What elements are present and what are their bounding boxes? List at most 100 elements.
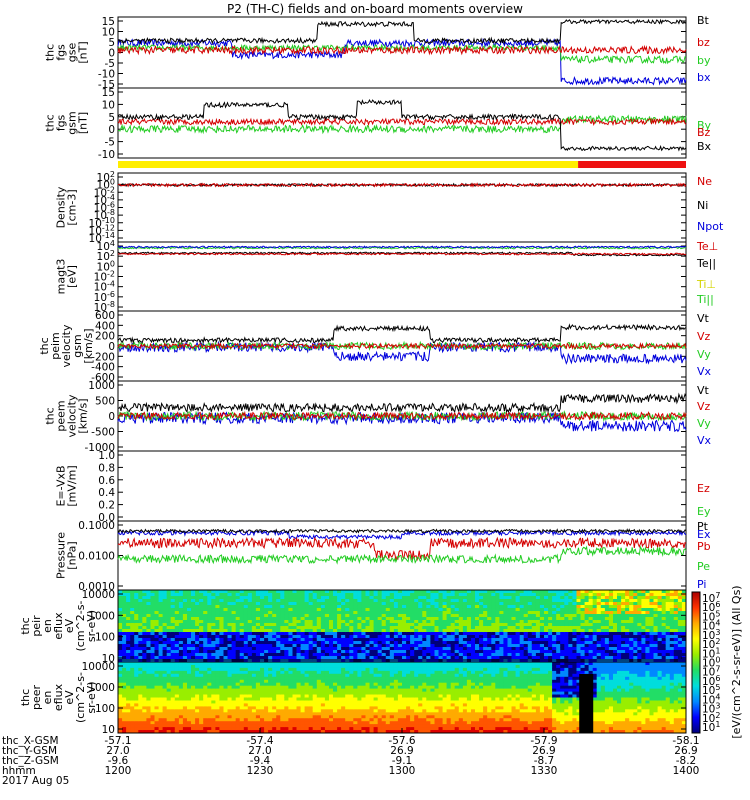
y-tick-label: 10-2 — [94, 270, 115, 284]
y-tick-label: -1000 — [84, 442, 115, 454]
colorbar-tick: 107 — [702, 591, 720, 605]
x-row-value: -9.4 — [250, 755, 271, 767]
legend-entry: Vz — [697, 400, 711, 413]
colorbar-tick: 105 — [702, 609, 720, 623]
y-tick-label: 102 — [97, 249, 115, 263]
legend-entry: Bz — [697, 126, 711, 139]
y-axis-label: en — [41, 619, 54, 633]
series-vt — [117, 323, 687, 345]
y-axis-label: Density — [55, 186, 68, 228]
y-tick-label: 10-12 — [89, 223, 115, 237]
y-tick-label: 1000 — [88, 682, 115, 694]
series-bz — [117, 44, 687, 56]
series-bt — [117, 18, 687, 45]
y-tick-label: 1.0 — [98, 450, 115, 462]
y-tick-label: 0 — [108, 124, 115, 136]
y-tick-label: 15 — [102, 87, 115, 99]
y-axis-label: thc — [44, 114, 57, 131]
panel-frame — [117, 450, 687, 522]
colorbar-tick: 102 — [702, 637, 720, 651]
panel-frame — [117, 87, 687, 159]
x-row-value: 1200 — [105, 765, 132, 777]
y-tick-label: 100 — [95, 703, 115, 715]
x-row-value: 26.9 — [532, 745, 555, 757]
y-tick-label: 0.0010 — [78, 581, 115, 593]
spectrogram-peer_spec — [118, 662, 687, 734]
legend-entry: By — [697, 119, 712, 132]
panel-frame — [117, 172, 687, 243]
series-te-perp — [117, 252, 687, 256]
y-axis-label: thc — [19, 617, 32, 634]
legend-entry: Ti|| — [696, 293, 714, 306]
y-axis-label: thc — [44, 407, 57, 424]
y-tick-label: 10-6 — [94, 290, 115, 304]
legend-entry: Te|| — [696, 257, 716, 270]
y-tick-label: 0.1000 — [78, 520, 115, 532]
y-tick-label: 0.0 — [98, 512, 115, 524]
series-by — [117, 114, 687, 135]
y-axis-label: [km/s] — [82, 328, 95, 363]
y-tick-label: 5 — [108, 112, 115, 124]
y-axis-label: gsm — [66, 111, 79, 134]
y-tick-label: 10-4 — [94, 193, 115, 207]
legend-entry: Te⊥ — [696, 240, 718, 253]
colorbar-tick: 104 — [702, 692, 720, 706]
y-tick-label: 100 — [97, 178, 115, 192]
y-axis-label: (cm^2-s- — [74, 672, 87, 723]
legend-entry: Vt — [697, 312, 710, 325]
y-tick-label: 0 — [108, 341, 115, 353]
legend-entry: Vy — [697, 417, 711, 430]
y-tick-label: 10000 — [82, 589, 115, 601]
y-axis-label: en — [41, 691, 54, 705]
y-axis-label: peem — [55, 400, 68, 431]
legend-entry: Ex — [697, 528, 711, 541]
y-tick-label: 500 — [95, 396, 115, 408]
y-axis-label: gsm — [71, 334, 84, 357]
x-row-value: -57.9 — [530, 735, 557, 747]
legend-entry: bz — [697, 36, 710, 49]
y-tick-label: 200 — [95, 331, 115, 343]
y-axis-label: magt3 — [55, 259, 68, 295]
y-axis-label: velocity — [60, 324, 73, 367]
y-axis-label: [mV/m] — [66, 465, 79, 506]
x-row-value: -57.1 — [104, 735, 131, 747]
y-tick-label: 10-14 — [89, 231, 115, 245]
x-row-value: 26.9 — [390, 745, 413, 757]
y-tick-label: 10-2 — [94, 185, 115, 199]
colorbar — [691, 591, 701, 734]
y-tick-label: -200 — [91, 351, 115, 363]
y-tick-label: 0.4 — [98, 487, 115, 499]
y-tick-label: 10 — [102, 724, 115, 736]
legend-entry: Ni — [697, 199, 708, 212]
y-axis-label: sr-eV) — [85, 681, 98, 713]
legend-entry: Vx — [697, 434, 712, 447]
x-row-name: hhmm — [2, 765, 36, 777]
y-tick-label: 0 — [108, 411, 115, 423]
y-tick-label: 15 — [102, 16, 115, 28]
colorbar-tick: 104 — [702, 619, 720, 633]
series-by — [117, 43, 687, 65]
y-tick-label: 10-6 — [94, 201, 115, 215]
series-bx — [117, 37, 687, 86]
colorbar-tick: 100 — [702, 656, 720, 670]
chart-title: P2 (TH-C) fields and on-board moments ov… — [227, 2, 523, 16]
y-tick-label: 0.2 — [98, 500, 115, 512]
x-row-name: thc_Y-GSM — [2, 745, 57, 757]
y-axis-label: thc — [44, 44, 57, 61]
y-axis-label: eflux — [52, 612, 65, 640]
y-axis-label: [nPa] — [66, 541, 79, 569]
series-bx — [117, 99, 687, 152]
y-axis-label: [km/s] — [77, 398, 90, 433]
y-tick-label: -10 — [98, 149, 115, 161]
y-tick-label: 0.6 — [98, 475, 115, 487]
y-axis-label: gse — [66, 43, 79, 63]
x-row-value: 1400 — [673, 765, 700, 777]
legend-entry: Vy — [697, 348, 711, 361]
series-pb — [117, 536, 687, 562]
x-row-value: 1230 — [247, 765, 274, 777]
y-axis-label: eV — [63, 690, 76, 705]
y-tick-label: 10-8 — [94, 208, 115, 222]
y-tick-label: 0 — [108, 48, 115, 60]
